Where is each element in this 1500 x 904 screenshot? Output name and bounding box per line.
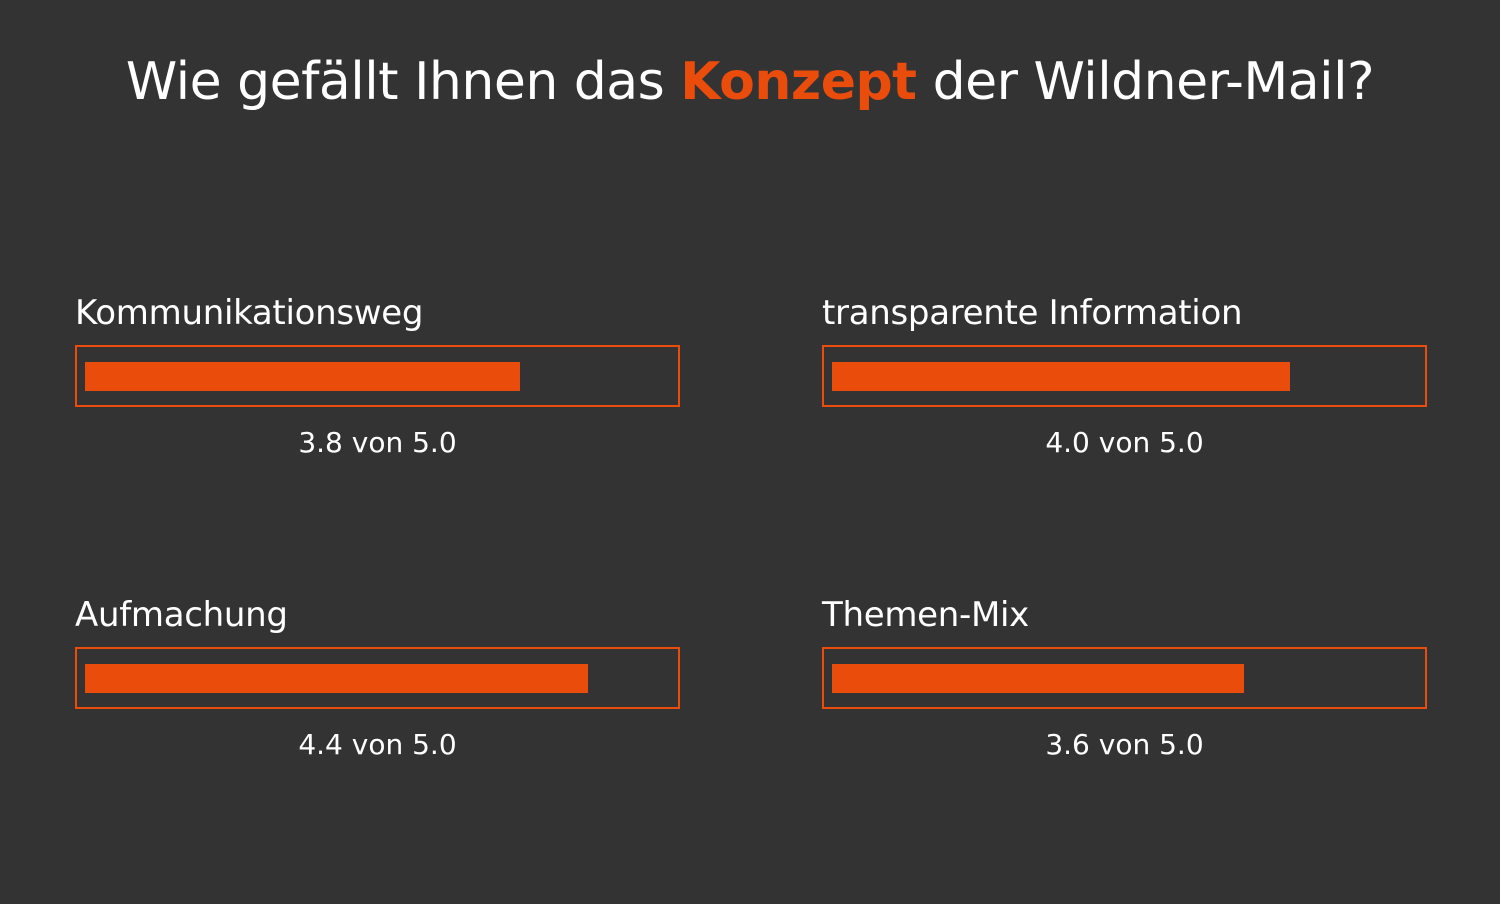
rating-value-label: 3.8 von 5.0 [298,426,457,459]
rating-label: Themen-Mix [822,595,1029,635]
rating-bar [85,362,520,391]
rating-label: Kommunikationsweg [75,293,424,333]
rating-label: Aufmachung [75,595,288,635]
title-text-before: Wie gefällt Ihnen das [125,52,681,112]
title-highlight: Konzept [680,52,917,112]
rating-bar-frame [75,345,680,407]
rating-bar-frame [75,647,680,709]
rating-label: transparente Information [822,293,1243,333]
rating-value-label: 4.4 von 5.0 [298,728,457,761]
rating-bar [832,664,1244,693]
rating-bar-frame [822,647,1427,709]
rating-value-label: 3.6 von 5.0 [1045,728,1204,761]
rating-bar [832,362,1290,391]
rating-value-label: 4.0 von 5.0 [1045,426,1204,459]
chart-title: Wie gefällt Ihnen das Konzept der Wildne… [0,52,1500,112]
rating-bar-frame [822,345,1427,407]
title-text-after: der Wildner-Mail? [916,52,1375,112]
rating-bar [85,664,588,693]
